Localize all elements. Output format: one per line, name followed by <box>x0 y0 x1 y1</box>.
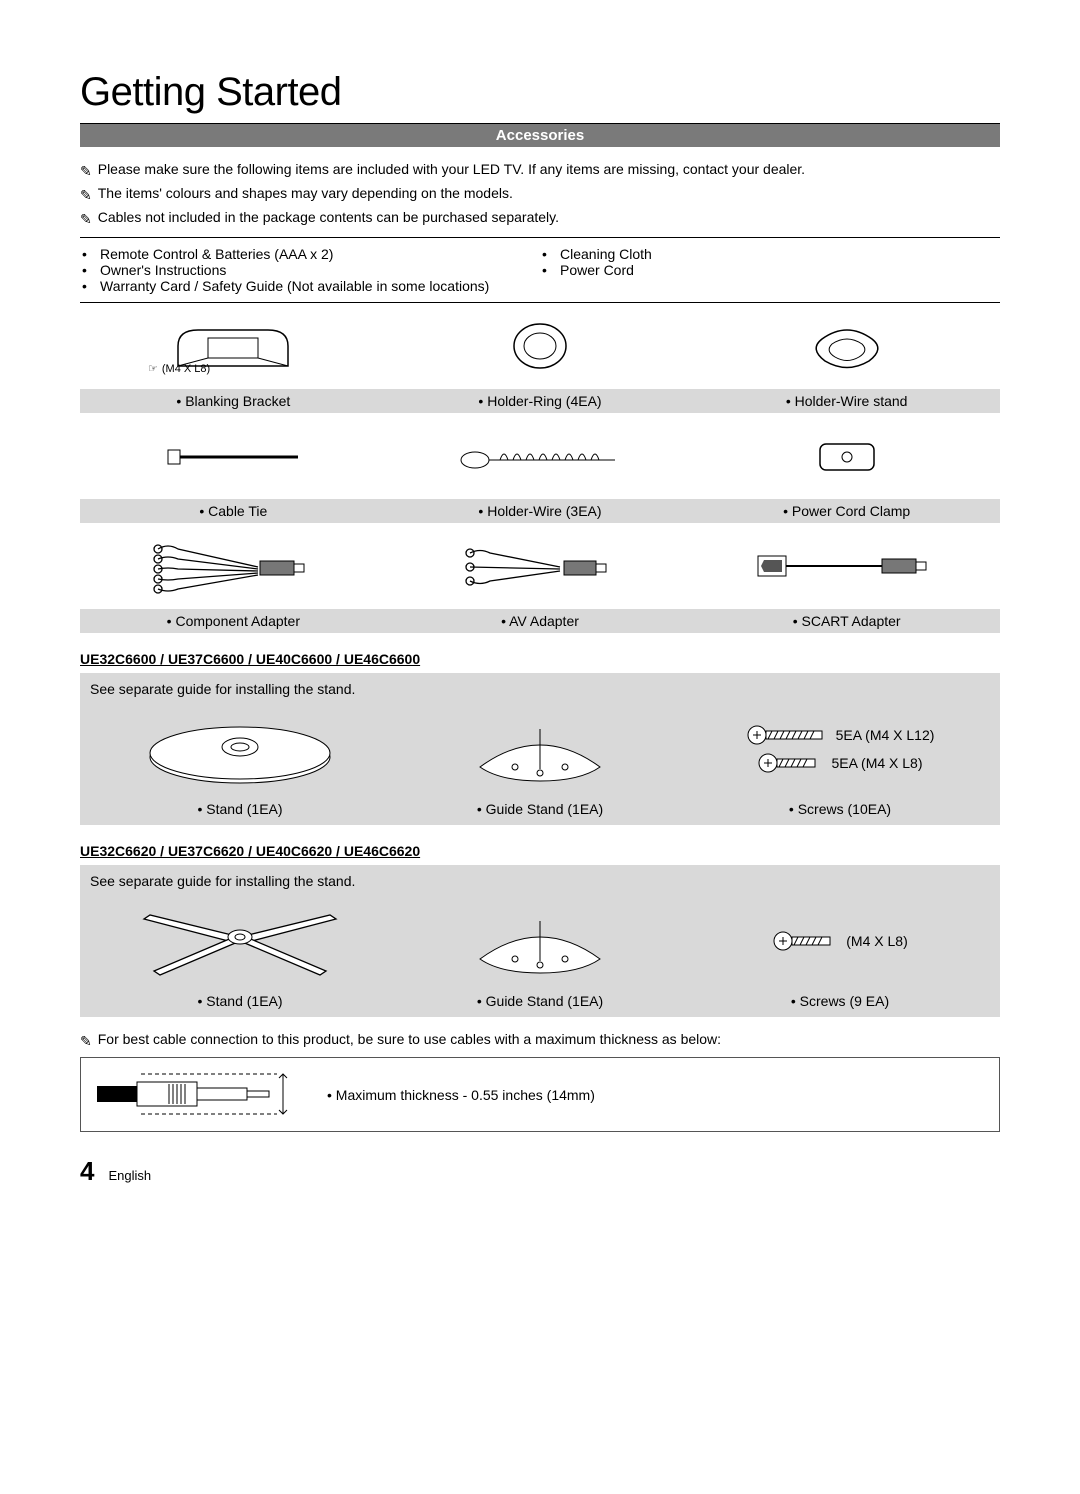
included-items-left: Remote Control & Batteries (AAA x 2) Own… <box>80 246 540 294</box>
accessory-row <box>80 421 1000 491</box>
bracket-spec-note: ☞ (M4 X L8) <box>148 362 210 375</box>
scart-adapter-image <box>693 531 1000 601</box>
accessory-label: SCART Adapter <box>793 613 901 629</box>
list-item: Owner's Instructions <box>100 262 540 278</box>
note-text: Cables not included in the package conte… <box>98 209 559 225</box>
guide-stand-b-image <box>390 895 690 987</box>
list-item: Remote Control & Batteries (AAA x 2) <box>100 246 540 262</box>
accessory-label: AV Adapter <box>501 613 579 629</box>
power-cord-clamp-image <box>693 421 1000 491</box>
list-item: Warranty Card / Safety Guide (Not availa… <box>100 278 540 294</box>
stand-label: Stand (1EA) <box>197 993 282 1009</box>
cable-thickness-box: Maximum thickness - 0.55 inches (14mm) <box>80 1057 1000 1132</box>
component-adapter-image <box>80 531 387 601</box>
note-icon: ✎ <box>80 162 92 180</box>
accessory-label: Holder-Wire stand <box>786 393 908 409</box>
screw-spec: 5EA (M4 X L12) <box>836 727 935 743</box>
note-line: ✎ The items' colours and shapes may vary… <box>80 185 1000 203</box>
stand-note: See separate guide for installing the st… <box>90 681 990 697</box>
screws-b-image: (M4 X L8) <box>690 895 990 987</box>
holder-wire-image <box>387 421 694 491</box>
page-number: 4 <box>80 1156 94 1187</box>
note-icon: ✎ <box>80 186 92 204</box>
stand-a-image <box>90 703 390 795</box>
accessory-label: Power Cord Clamp <box>783 503 910 519</box>
accessory-row: ☞ (M4 X L8) <box>80 311 1000 381</box>
page-footer: 4 English <box>80 1156 1000 1187</box>
note-icon: ✎ <box>80 210 92 228</box>
hand-icon: ☞ <box>148 362 158 375</box>
note-line: ✎ Please make sure the following items a… <box>80 161 1000 179</box>
list-item: Cleaning Cloth <box>560 246 1000 262</box>
stand-label: Guide Stand (1EA) <box>477 801 603 817</box>
cable-note-line: ✎ For best cable connection to this prod… <box>80 1031 1000 1049</box>
model-heading-b: UE32C6620 / UE37C6620 / UE40C6620 / UE46… <box>80 843 1000 859</box>
accessory-label: Blanking Bracket <box>176 393 290 409</box>
language-label: English <box>108 1168 151 1183</box>
cable-note-text: For best cable connection to this produc… <box>98 1031 721 1047</box>
cable-spec-text: Maximum thickness - 0.55 inches (14mm) <box>327 1087 595 1103</box>
stand-label: Screws (9 EA) <box>791 993 889 1009</box>
accessory-label: Cable Tie <box>199 503 267 519</box>
av-adapter-image <box>387 531 694 601</box>
page-title: Getting Started <box>80 70 1000 115</box>
screw-spec: (M4 X L8) <box>846 933 907 949</box>
blanking-bracket-image: ☞ (M4 X L8) <box>80 311 387 381</box>
note-icon: ✎ <box>80 1032 92 1050</box>
stand-note: See separate guide for installing the st… <box>90 873 990 889</box>
accessory-label: Holder-Wire (3EA) <box>478 503 601 519</box>
stand-b-image <box>90 895 390 987</box>
stand-label: Screws (10EA) <box>789 801 891 817</box>
model-heading-a: UE32C6600 / UE37C6600 / UE40C6600 / UE46… <box>80 651 1000 667</box>
accessory-label-row: Component Adapter AV Adapter SCART Adapt… <box>80 609 1000 633</box>
stand-label: Guide Stand (1EA) <box>477 993 603 1009</box>
bracket-spec-text: (M4 X L8) <box>162 363 210 375</box>
screws-a-image: 5EA (M4 X L12) 5EA (M4 X L8) <box>690 703 990 795</box>
holder-wire-stand-image <box>693 311 1000 381</box>
accessory-label-row: Cable Tie Holder-Wire (3EA) Power Cord C… <box>80 499 1000 523</box>
section-header-accessories: Accessories <box>80 124 1000 147</box>
accessory-label: Holder-Ring (4EA) <box>478 393 601 409</box>
note-text: The items' colours and shapes may vary d… <box>98 185 513 201</box>
model-a-block: See separate guide for installing the st… <box>80 673 1000 825</box>
note-line: ✎ Cables not included in the package con… <box>80 209 1000 227</box>
list-item: Power Cord <box>560 262 1000 278</box>
note-text: Please make sure the following items are… <box>98 161 805 177</box>
model-b-block: See separate guide for installing the st… <box>80 865 1000 1017</box>
stand-label: Stand (1EA) <box>197 801 282 817</box>
included-items-right: Cleaning Cloth Power Cord <box>540 246 1000 294</box>
cable-diagram <box>97 1068 297 1121</box>
guide-stand-a-image <box>390 703 690 795</box>
accessory-label-row: Blanking Bracket Holder-Ring (4EA) Holde… <box>80 389 1000 413</box>
included-items-box: Remote Control & Batteries (AAA x 2) Own… <box>80 237 1000 303</box>
screw-spec: 5EA (M4 X L8) <box>831 755 922 771</box>
cable-tie-image <box>80 421 387 491</box>
holder-ring-image <box>387 311 694 381</box>
accessory-row <box>80 531 1000 601</box>
accessory-label: Component Adapter <box>167 613 300 629</box>
